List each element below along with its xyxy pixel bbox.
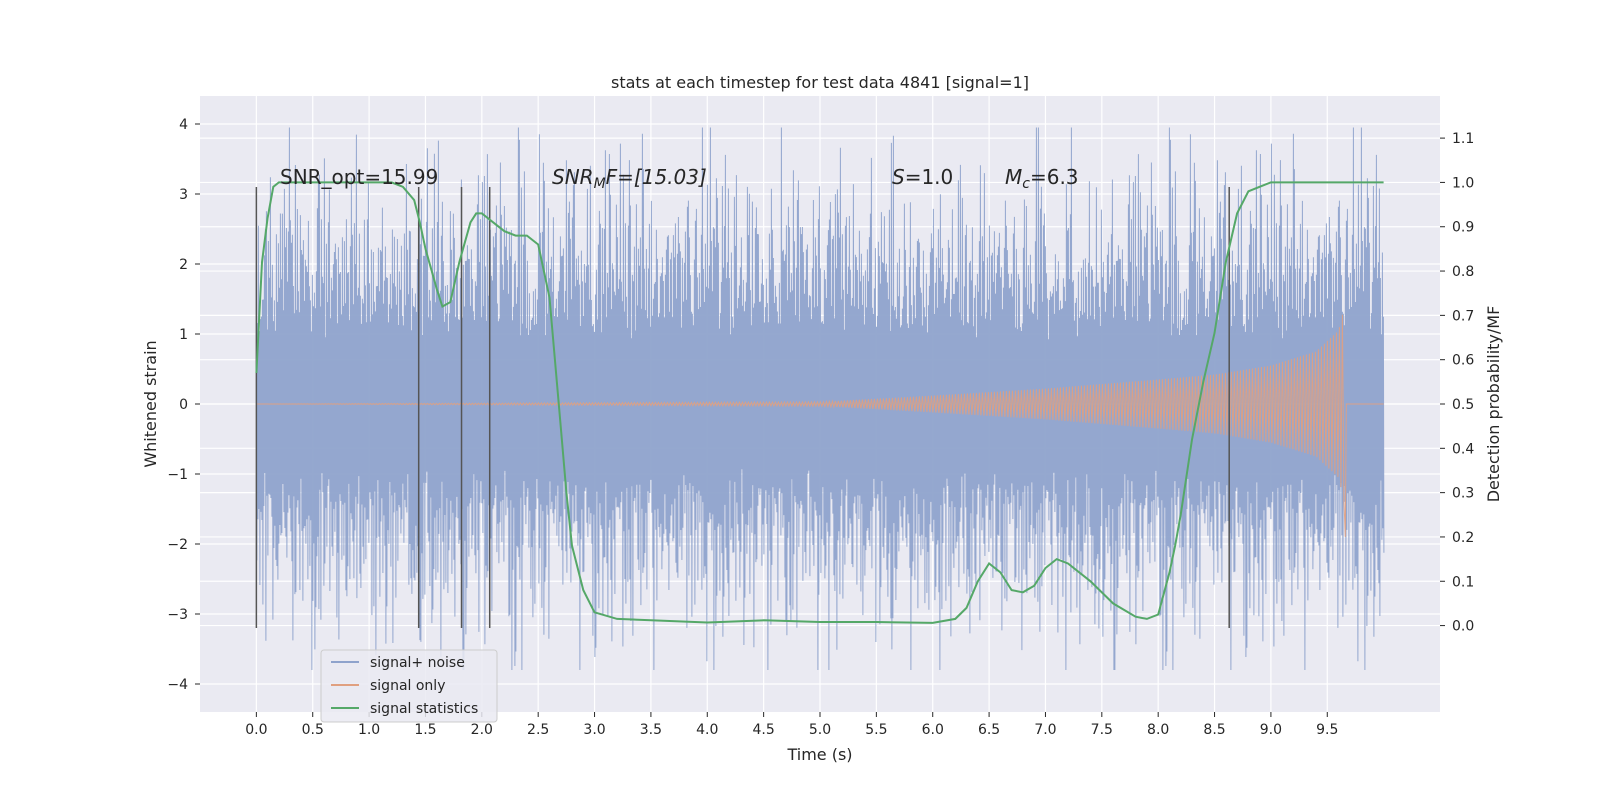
x-tick-label: 6.5 (978, 722, 1000, 738)
x-tick-label: 2.5 (527, 722, 549, 738)
left-y-axis-label: Whitened strain (141, 340, 160, 467)
y-right-tick-label: 0.6 (1452, 353, 1474, 369)
signal-noise-series (255, 127, 1385, 671)
annotation-mc: Mc=6.3 (1005, 165, 1079, 192)
signal-statistics-series (255, 181, 1384, 624)
right-y-axis-ticks: 1.1 1.0 0.9 0.8 0.7 0.6 0.5 0.4 0.3 0.2 0.1 0.0 (1440, 131, 1474, 635)
x-axis-label: Time (s) (786, 745, 852, 764)
signal-statistics-line (255, 181, 1384, 624)
y-right-tick-label: 0.3 (1452, 486, 1474, 502)
x-tick-label: 8.0 (1147, 722, 1169, 738)
y-right-tick-label: 0.5 (1452, 397, 1474, 413)
y-left-tick-label: −2 (167, 537, 188, 553)
signal-noise-trace (255, 127, 1385, 671)
x-tick-label: 9.5 (1316, 722, 1338, 738)
y-right-tick-label: 0.8 (1452, 264, 1474, 280)
y-right-tick-label: 0.2 (1452, 530, 1474, 546)
left-y-axis-ticks: 4 3 2 1 0 −1 −2 −3 −4 (167, 117, 200, 693)
y-left-tick-label: −3 (167, 607, 188, 623)
x-tick-label: 3.0 (583, 722, 605, 738)
y-left-tick-label: 0 (179, 397, 188, 413)
y-left-tick-label: 2 (179, 257, 188, 273)
x-tick-label: 1.5 (414, 722, 436, 738)
legend-label-signal-statistics: signal statistics (370, 701, 478, 717)
legend-box (320, 649, 498, 723)
annotation-snr-mf: SNRMF=[15.03] (552, 165, 707, 192)
annotation-snr-mf-italic: SNR (552, 165, 594, 189)
y-left-tick-label: 1 (179, 327, 188, 343)
y-left-tick-label: −4 (167, 677, 188, 693)
x-tick-label: 6.0 (922, 722, 944, 738)
y-right-tick-label: 0.1 (1452, 574, 1474, 590)
x-tick-label: 7.5 (1091, 722, 1113, 738)
y-right-tick-label: 0.7 (1452, 308, 1474, 324)
x-tick-label: 3.5 (640, 722, 662, 738)
x-tick-label: 0.0 (245, 722, 267, 738)
right-y-axis-label: Detection probability/MF (1484, 306, 1503, 503)
legend-label-signal-noise: signal+ noise (370, 655, 465, 671)
annotation-s-italic: S (892, 165, 905, 189)
x-tick-label: 4.0 (696, 722, 718, 738)
signal-only-series (256, 314, 1384, 538)
y-right-tick-label: 1.0 (1452, 175, 1474, 191)
y-left-tick-label: −1 (167, 467, 188, 483)
y-right-tick-label: 0.0 (1452, 619, 1474, 635)
legend: signal+ noise signal only signal statist… (320, 649, 498, 723)
signal-only-trace (256, 314, 1384, 538)
y-left-tick-label: 3 (179, 187, 188, 203)
annotation-snr-mf-tail: F=[15.03] (606, 165, 707, 189)
chart-title: stats at each timestep for test data 484… (611, 73, 1029, 92)
annotation-snr-mf-sub: M (594, 176, 606, 192)
vertical-markers (255, 187, 1230, 628)
x-tick-label: 9.0 (1260, 722, 1282, 738)
annotation-snr-opt: SNR_opt=15.99 (280, 165, 438, 189)
annotation-mc-sub: c (1022, 176, 1030, 192)
annotation-mc-italic: M (1005, 165, 1022, 189)
x-tick-label: 1.0 (358, 722, 380, 738)
annotation-s-tail: =1.0 (905, 165, 954, 189)
legend-label-signal-only: signal only (370, 678, 445, 694)
x-tick-label: 5.5 (865, 722, 887, 738)
annotation-mc-tail: =6.3 (1030, 165, 1079, 189)
x-tick-label: 0.5 (302, 722, 324, 738)
y-right-tick-label: 0.9 (1452, 220, 1474, 236)
y-left-tick-label: 4 (179, 117, 188, 133)
x-tick-label: 7.0 (1034, 722, 1056, 738)
y-right-tick-label: 1.1 (1452, 131, 1474, 147)
x-tick-label: 8.5 (1203, 722, 1225, 738)
x-tick-label: 4.5 (753, 722, 775, 738)
x-tick-label: 2.0 (471, 722, 493, 738)
y-right-tick-label: 0.4 (1452, 441, 1474, 457)
x-tick-label: 5.0 (809, 722, 831, 738)
x-axis-ticks: 0.0 0.5 1.0 1.5 2.0 2.5 3.0 3.5 4.0 4.5 5.0 5.5 6.0 6… (245, 712, 1338, 738)
annotation-s: S=1.0 (892, 165, 953, 189)
